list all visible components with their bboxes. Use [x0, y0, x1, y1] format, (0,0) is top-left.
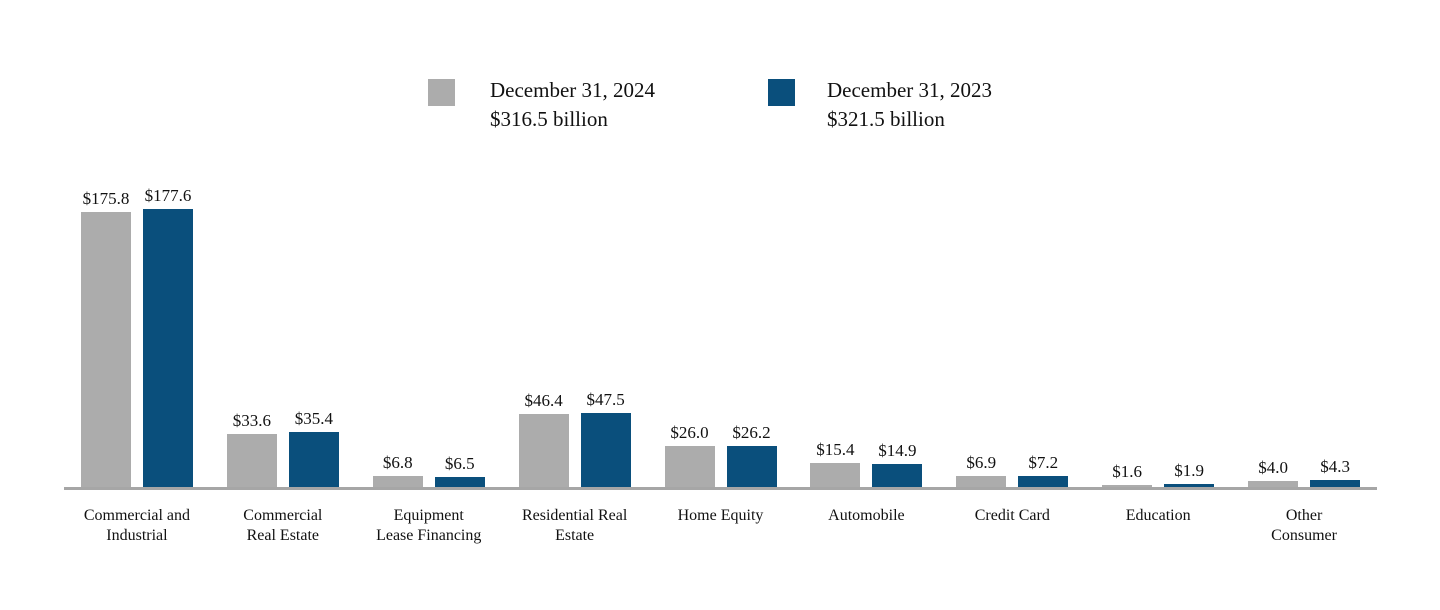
- bar-wrap: $33.6: [226, 411, 277, 487]
- category-label: Automobile: [828, 507, 905, 524]
- bar-pair: $4.0 $4.3: [1248, 150, 1361, 487]
- bar-group: $1.6 $1.9 Education: [1085, 150, 1231, 546]
- bar-wrap: $6.8: [372, 453, 423, 487]
- category-label: Commercial Real Estate: [243, 507, 323, 544]
- bar-group: $6.8 $6.5 Equipment Lease Financing: [356, 150, 502, 546]
- legend-label-2024: December 31, 2024: [490, 78, 656, 102]
- legend-item-2023: December 31, 2023 $321.5 billion: [768, 76, 992, 134]
- bar-value-label: $26.0: [670, 423, 709, 443]
- category-label: Equipment Lease Financing: [376, 507, 482, 544]
- bar-2024: [810, 462, 861, 487]
- bar-wrap: $26.0: [664, 423, 715, 487]
- bar-group: $6.9 $7.2 Credit Card: [939, 150, 1085, 546]
- bar-group: $33.6 $35.4 Commercial Real Estate: [210, 150, 356, 546]
- bar-group: $4.0 $4.3 Other Consumer: [1231, 150, 1377, 546]
- bar-group: $15.4 $14.9 Automobile: [793, 150, 939, 546]
- bar-value-label: $33.6: [232, 411, 271, 431]
- bar-value-label: $1.6: [1112, 461, 1143, 481]
- bar-pair: $26.0 $26.2: [664, 150, 777, 487]
- bar-2023: [1164, 484, 1215, 487]
- legend-swatch-2023-icon: [768, 79, 795, 106]
- bar-group: $175.8 $177.6 Commercial and Industrial: [64, 150, 210, 546]
- bar-pair: $1.6 $1.9: [1102, 150, 1215, 487]
- bar-value-label: $175.8: [82, 189, 130, 208]
- legend-swatch-2024-icon: [428, 79, 455, 106]
- bar-value-label: $47.5: [586, 389, 625, 409]
- bar-2023: [1310, 480, 1361, 487]
- category-label: Home Equity: [677, 507, 764, 524]
- bar-wrap: $14.9: [872, 440, 923, 487]
- category-label: Education: [1125, 507, 1191, 524]
- bar-2023: [288, 431, 339, 487]
- bar-wrap: $1.9: [1164, 461, 1215, 487]
- bar-group: $46.4 $47.5 Residential Real Estate: [502, 150, 648, 546]
- bar-group: $26.0 $26.2 Home Equity: [648, 150, 794, 546]
- plot-area: $175.8 $177.6 Commercial and Industrial …: [64, 150, 1377, 546]
- legend-total-2023: $321.5 billion: [827, 107, 945, 131]
- bar-2024: [1102, 484, 1153, 487]
- bar-wrap: $1.6: [1102, 461, 1153, 487]
- bar-wrap: $46.4: [518, 391, 569, 487]
- bar-2024: [956, 476, 1007, 487]
- bar-wrap: $177.6: [142, 186, 193, 487]
- bar-2024: [80, 212, 131, 487]
- bar-wrap: $15.4: [810, 439, 861, 487]
- bar-2024: [1248, 480, 1299, 487]
- bar-pair: $15.4 $14.9: [810, 150, 923, 487]
- bar-value-label: $1.9: [1174, 461, 1205, 480]
- bar-wrap: $7.2: [1018, 452, 1069, 487]
- bar-value-label: $14.9: [878, 440, 917, 460]
- bar-wrap: $175.8: [80, 189, 131, 487]
- bar-2024: [226, 434, 277, 487]
- bar-2023: [580, 412, 631, 487]
- bar-pair: $6.9 $7.2: [956, 150, 1069, 487]
- bar-2024: [372, 476, 423, 487]
- category-label: Commercial and Industrial: [83, 507, 191, 544]
- bar-value-label: $6.9: [966, 453, 997, 473]
- bar-wrap: $35.4: [288, 408, 339, 487]
- bar-value-label: $35.4: [294, 408, 333, 428]
- legend-total-2024: $316.5 billion: [490, 107, 608, 131]
- legend-item-2024: December 31, 2024 $316.5 billion: [428, 76, 655, 134]
- bar-pair: $175.8 $177.6: [80, 150, 193, 487]
- bar-value-label: $4.3: [1320, 457, 1350, 477]
- bar-wrap: $26.2: [726, 423, 777, 487]
- bar-value-label: $6.5: [444, 453, 475, 473]
- bar-2023: [726, 446, 777, 487]
- bar-value-label: $15.4: [816, 439, 855, 459]
- bar-wrap: $4.0: [1248, 457, 1299, 487]
- bar-2023: [1018, 475, 1069, 487]
- bar-value-label: $26.2: [732, 423, 771, 442]
- bar-value-label: $6.8: [382, 453, 413, 473]
- bar-wrap: $4.3: [1310, 457, 1361, 487]
- bar-2023: [142, 209, 193, 487]
- bar-value-label: $4.0: [1258, 457, 1288, 477]
- bar-2023: [434, 476, 485, 487]
- bar-wrap: $6.9: [956, 453, 1007, 487]
- bar-pair: $6.8 $6.5: [372, 150, 485, 487]
- category-label: Residential Real Estate: [521, 507, 628, 544]
- category-label: Credit Card: [974, 507, 1050, 524]
- bar-2023: [872, 463, 923, 487]
- legend-label-2023: December 31, 2023: [827, 78, 993, 102]
- bar-2024: [518, 414, 569, 487]
- bar-value-label: $177.6: [144, 186, 192, 206]
- bar-pair: $46.4 $47.5: [518, 150, 631, 487]
- bar-value-label: $46.4: [524, 391, 563, 411]
- bar-pair: $33.6 $35.4: [226, 150, 339, 487]
- category-label: Other Consumer: [1271, 507, 1337, 544]
- bar-wrap: $47.5: [580, 389, 631, 487]
- bar-value-label: $7.2: [1028, 452, 1059, 472]
- bar-2024: [664, 446, 715, 487]
- bar-wrap: $6.5: [434, 453, 485, 487]
- x-axis-line: [64, 487, 1377, 490]
